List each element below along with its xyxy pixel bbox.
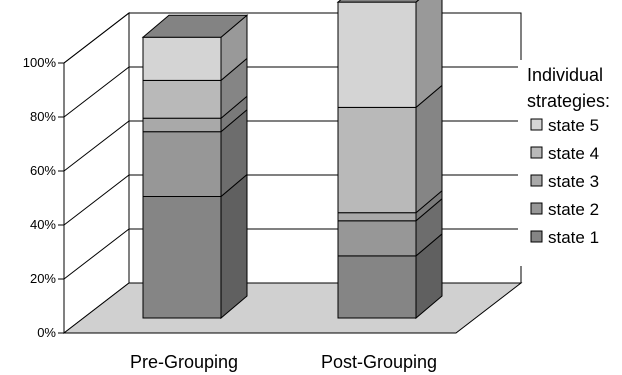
floor-plane: [62, 282, 523, 334]
y-tick-label: 60%: [30, 163, 56, 178]
bar-segment: [142, 36, 222, 81]
bar-segment-side: [415, 0, 443, 109]
bar-stack: [336, 0, 443, 320]
side-wall: [63, 11, 130, 335]
category-label: Pre-Grouping: [130, 352, 238, 372]
legend-swatch: [530, 202, 543, 215]
legend-title-line-2: strategies:: [527, 91, 610, 111]
chart-floor: [62, 282, 523, 334]
category-label: Post-Grouping: [321, 352, 437, 372]
bar-segment: [142, 196, 222, 319]
legend-swatch: [530, 146, 543, 159]
y-tick-label: 100%: [23, 55, 57, 70]
bar-top: [141, 14, 249, 38]
legend-swatch: [530, 230, 543, 243]
bar-segment: [337, 106, 417, 214]
bar-top: [336, 0, 420, 3]
legend-label: state 1: [548, 228, 599, 247]
legend-title-line-1: Individual: [527, 65, 603, 85]
bar-segment: [142, 79, 222, 119]
bar-segment: [337, 212, 417, 222]
bar-segment: [337, 1, 417, 108]
bar-segment: [337, 220, 417, 257]
bar-stack: [141, 14, 249, 320]
x-axis-labels: Pre-Grouping Post-Grouping: [130, 352, 437, 372]
legend-label: state 5: [548, 116, 599, 135]
legend-label: state 2: [548, 200, 599, 219]
legend-label: state 4: [548, 144, 599, 163]
bar-segment: [142, 117, 222, 133]
y-axis-ticks: 0% 20% 40% 60% 80% 100%: [23, 55, 64, 340]
bars: [141, 0, 443, 320]
legend-swatch: [530, 174, 543, 187]
bar-segment: [337, 255, 417, 319]
y-tick-label: 80%: [30, 109, 56, 124]
y-tick-label: 20%: [30, 271, 56, 286]
legend-label: state 3: [548, 172, 599, 191]
bar-segment-side: [220, 173, 248, 320]
legend: Individual strategies: state 5 state 4 sta…: [518, 60, 622, 266]
bar-segment: [142, 131, 222, 197]
y-tick-label: 0%: [37, 325, 56, 340]
y-tick-label: 40%: [30, 217, 56, 232]
legend-swatch: [530, 118, 543, 131]
